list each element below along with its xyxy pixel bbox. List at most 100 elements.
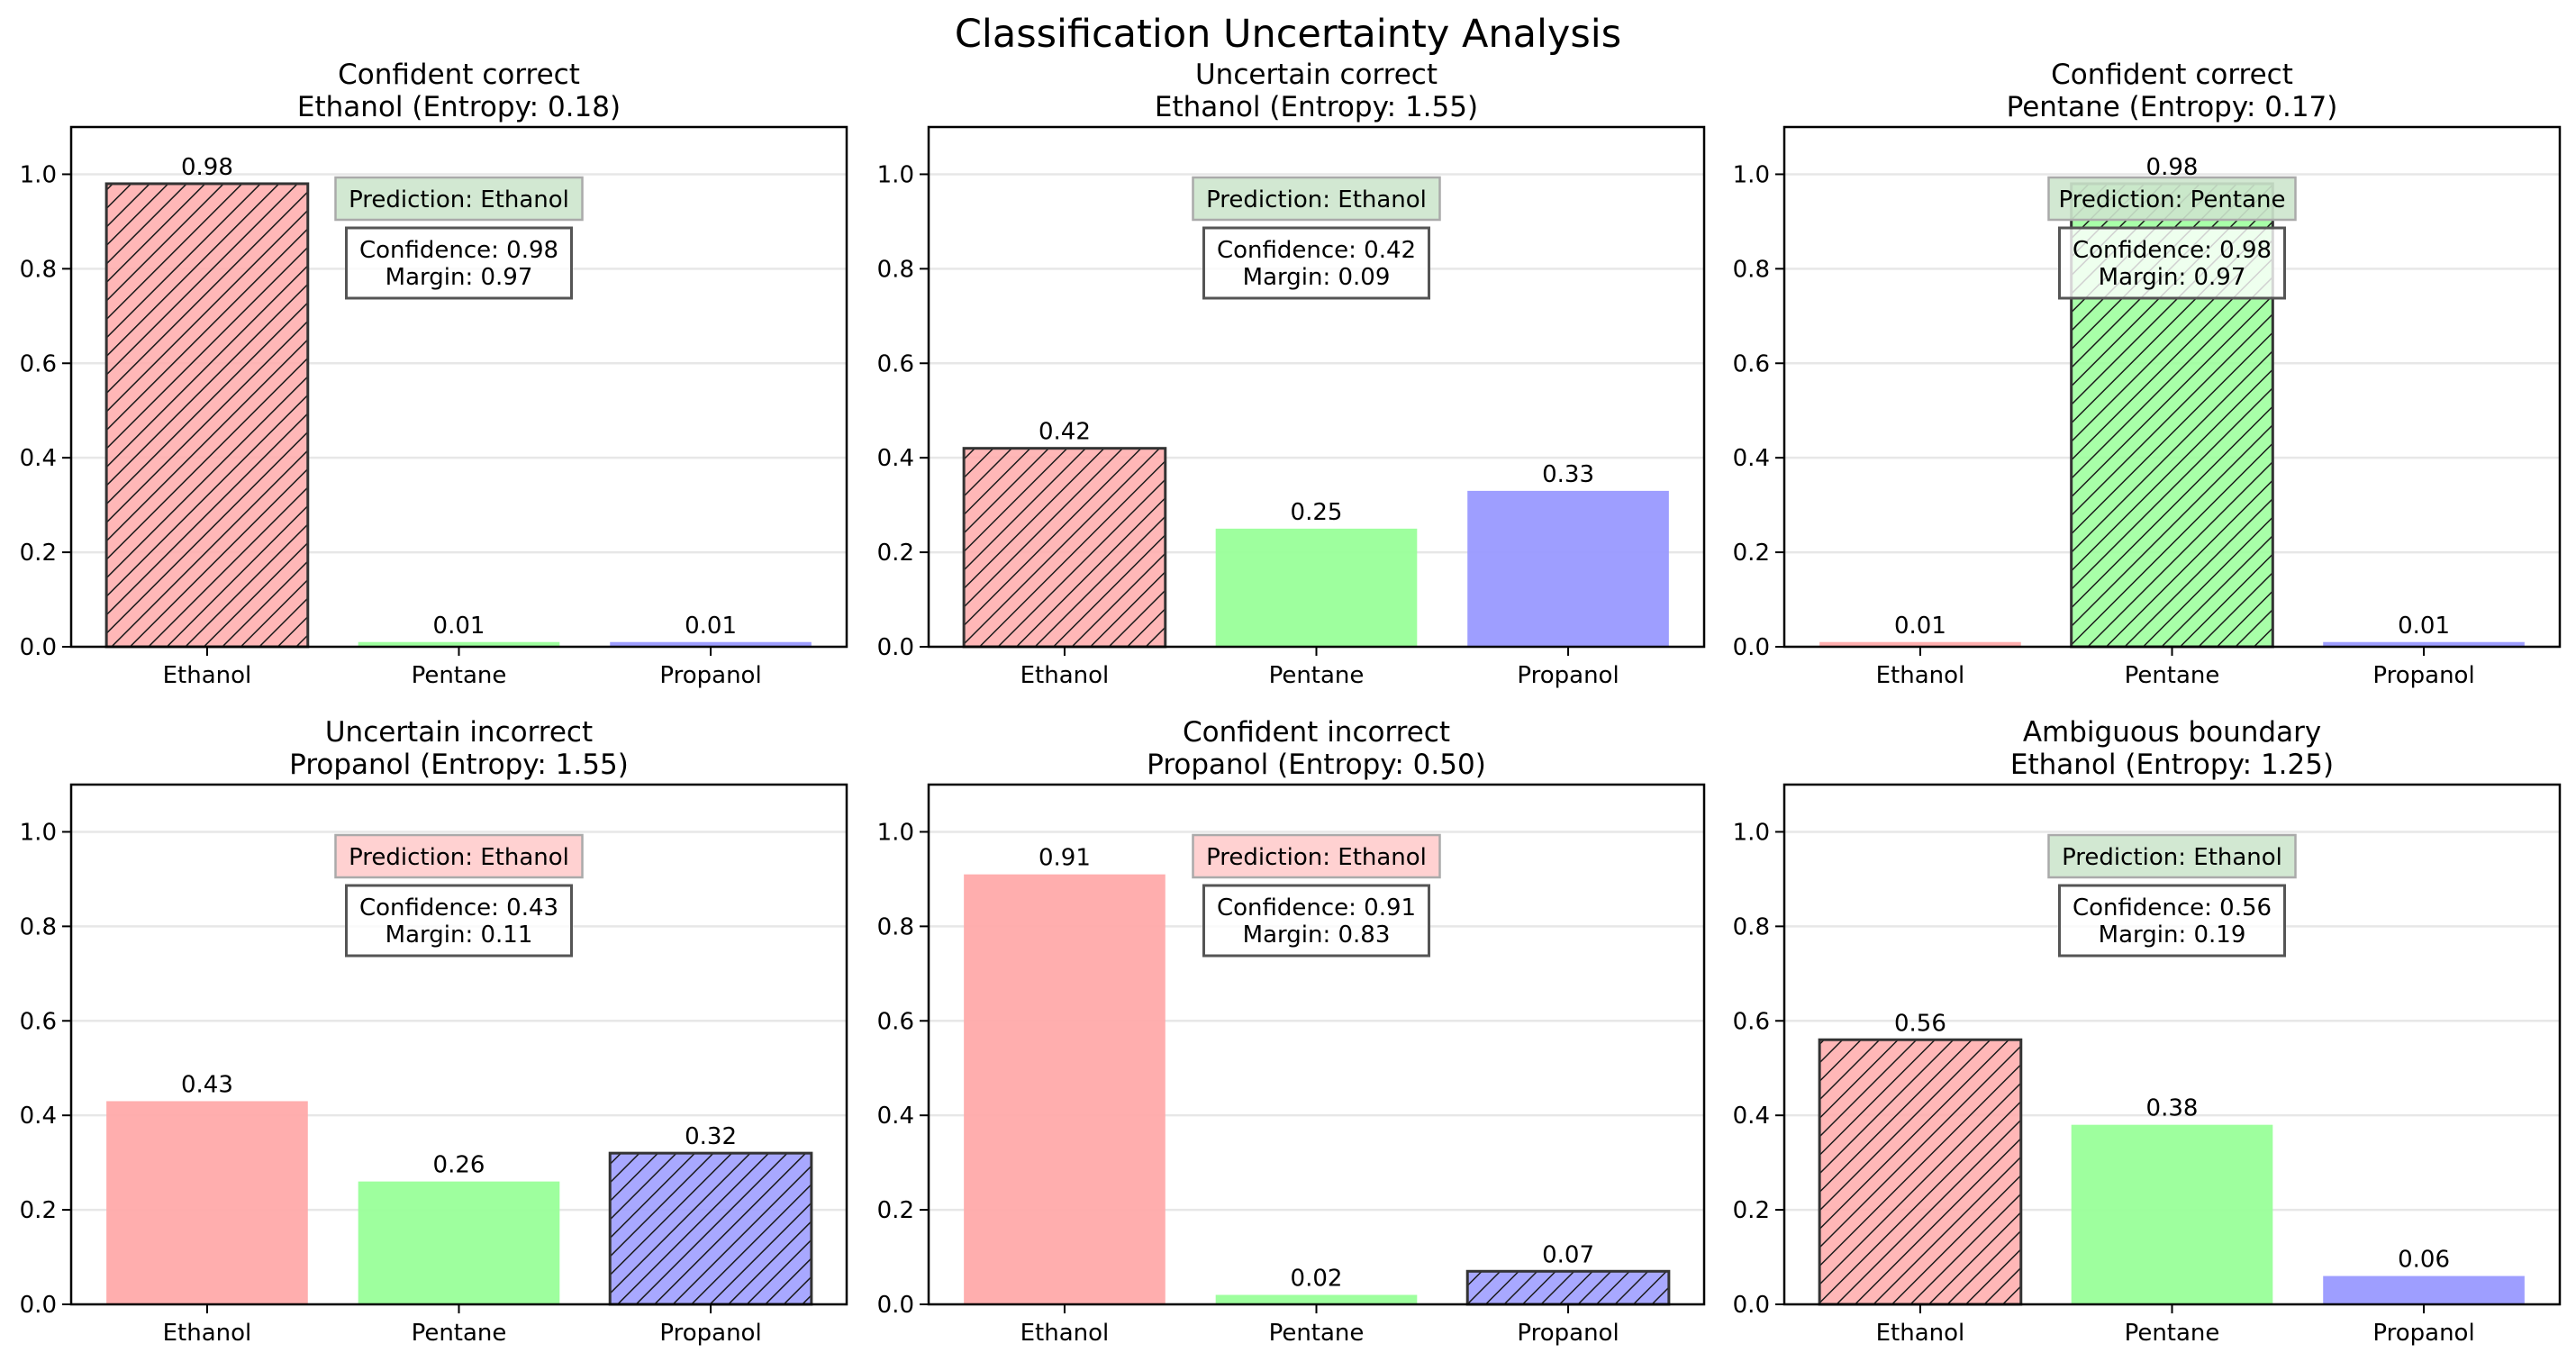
subplot-subtitle: Propanol (Entropy: 0.50) (1147, 749, 1486, 781)
bar-hatch-true-class (104, 182, 310, 649)
axes-frame (927, 783, 1706, 1306)
x-tick-label: Ethanol (1020, 1320, 1110, 1347)
x-tick-label: Pentane (2125, 1320, 2220, 1347)
x-tick-label: Propanol (2372, 662, 2474, 689)
subplot-title: Confident correct (2051, 59, 2293, 91)
y-tick-label: 0.2 (1733, 540, 1770, 567)
bar-value-label: 0.02 (1291, 1266, 1343, 1293)
bar-value-label: 0.01 (685, 613, 737, 640)
y-tick-label: 0.6 (20, 350, 57, 377)
bar-ethanol (1819, 641, 2021, 647)
y-tick-label: 0.2 (877, 1197, 914, 1224)
y-tick-label: 0.4 (20, 1103, 57, 1130)
y-tick-label: 0.4 (20, 445, 57, 472)
margin-label: Margin: 0.97 (385, 264, 533, 291)
confidence-box (345, 226, 573, 300)
prediction-label: Prediction: Ethanol (1206, 844, 1427, 871)
axes-frame (1782, 125, 2562, 649)
subplot-subtitle: Ethanol (Entropy: 0.18) (297, 91, 621, 123)
subplot-subtitle: Pentane (Entropy: 0.17) (2007, 91, 2338, 123)
bar-pentane (358, 1181, 560, 1304)
confidence-box (1202, 884, 1430, 958)
x-tick-label: Propanol (1517, 1320, 1619, 1347)
margin-label: Margin: 0.97 (2099, 264, 2246, 291)
bar-pentane (1215, 528, 1418, 647)
bar-hatch-true-class (1465, 1269, 1671, 1306)
prediction-label: Prediction: Ethanol (2062, 844, 2282, 871)
x-tick-label: Propanol (2372, 1320, 2474, 1347)
x-tick-label: Propanol (659, 1320, 761, 1347)
margin-label: Margin: 0.83 (1243, 922, 1391, 949)
y-tick-label: 0.0 (20, 634, 57, 661)
y-tick-label: 1.0 (1733, 161, 1770, 188)
bar-hatch-true-class (962, 447, 1167, 649)
y-tick-label: 1.0 (877, 161, 914, 188)
y-tick-label: 0.0 (1733, 634, 1770, 661)
y-tick-label: 0.2 (20, 540, 57, 567)
confidence-box (345, 884, 573, 958)
bar-value-label: 0.01 (2398, 613, 2450, 640)
bar-value-label: 0.43 (181, 1071, 233, 1098)
x-tick-label: Propanol (659, 662, 761, 689)
bar-propanol (2323, 1276, 2525, 1304)
confidence-label: Confidence: 0.43 (359, 894, 558, 922)
y-tick-label: 0.8 (1733, 913, 1770, 940)
axes-frame (69, 125, 848, 649)
bar-value-label: 0.56 (1894, 1010, 1946, 1037)
bar-value-label: 0.01 (433, 613, 485, 640)
confidence-label: Confidence: 0.56 (2073, 894, 2272, 922)
confidence-label: Confidence: 0.98 (2073, 237, 2272, 264)
confidence-box (2058, 226, 2286, 300)
bar-hatch-true-class (1818, 1038, 2023, 1306)
axes-frame (1782, 783, 2562, 1306)
prediction-box (2047, 833, 2297, 879)
x-tick-label: Ethanol (1020, 662, 1110, 689)
x-tick-label: Ethanol (163, 662, 252, 689)
prediction-label: Prediction: Ethanol (1206, 186, 1427, 213)
y-tick-label: 0.0 (877, 1292, 914, 1319)
figure-title: Classification Uncertainty Analysis (954, 12, 1622, 57)
confidence-box (1202, 226, 1430, 300)
bar-propanol (1467, 490, 1669, 647)
y-tick-label: 0.4 (877, 445, 914, 472)
axes-frame (927, 125, 1706, 649)
bar-pentane (358, 641, 560, 647)
y-tick-label: 0.6 (1733, 1008, 1770, 1035)
bar-value-label: 0.38 (2146, 1095, 2199, 1122)
subplot-title: Confident incorrect (1183, 716, 1450, 749)
margin-label: Margin: 0.19 (2099, 922, 2246, 949)
prediction-box (334, 176, 584, 222)
axes-frame (69, 783, 848, 1306)
subplot-subtitle: Ethanol (Entropy: 1.55) (1155, 91, 1478, 123)
bar-value-label: 0.07 (1542, 1241, 1594, 1268)
y-tick-label: 0.0 (20, 1292, 57, 1319)
prediction-box (1192, 833, 1441, 879)
x-tick-label: Pentane (1269, 1320, 1365, 1347)
bar-propanol (610, 641, 812, 647)
bar-value-label: 0.91 (1039, 845, 1091, 872)
bar-pentane (2071, 1124, 2273, 1304)
y-tick-label: 0.0 (1733, 1292, 1770, 1319)
confidence-label: Confidence: 0.42 (1217, 237, 1416, 264)
x-tick-label: Pentane (412, 662, 507, 689)
bar-value-label: 0.42 (1039, 419, 1091, 446)
bar-pentane (1215, 1294, 1418, 1304)
y-tick-label: 0.2 (1733, 1197, 1770, 1224)
x-tick-label: Ethanol (163, 1320, 252, 1347)
bar-propanol (2323, 641, 2525, 647)
y-tick-label: 0.8 (20, 256, 57, 283)
subplot-title: Uncertain correct (1195, 59, 1438, 91)
y-tick-label: 1.0 (1733, 819, 1770, 846)
y-tick-label: 0.2 (20, 1197, 57, 1224)
x-tick-label: Pentane (412, 1320, 507, 1347)
bar-hatch-true-class (608, 1151, 813, 1306)
margin-label: Margin: 0.09 (1243, 264, 1391, 291)
confidence-box (2058, 884, 2286, 958)
x-tick-label: Pentane (1269, 662, 1365, 689)
prediction-label: Prediction: Ethanol (349, 844, 569, 871)
margin-label: Margin: 0.11 (385, 922, 533, 949)
bar-value-label: 0.25 (1291, 499, 1343, 526)
